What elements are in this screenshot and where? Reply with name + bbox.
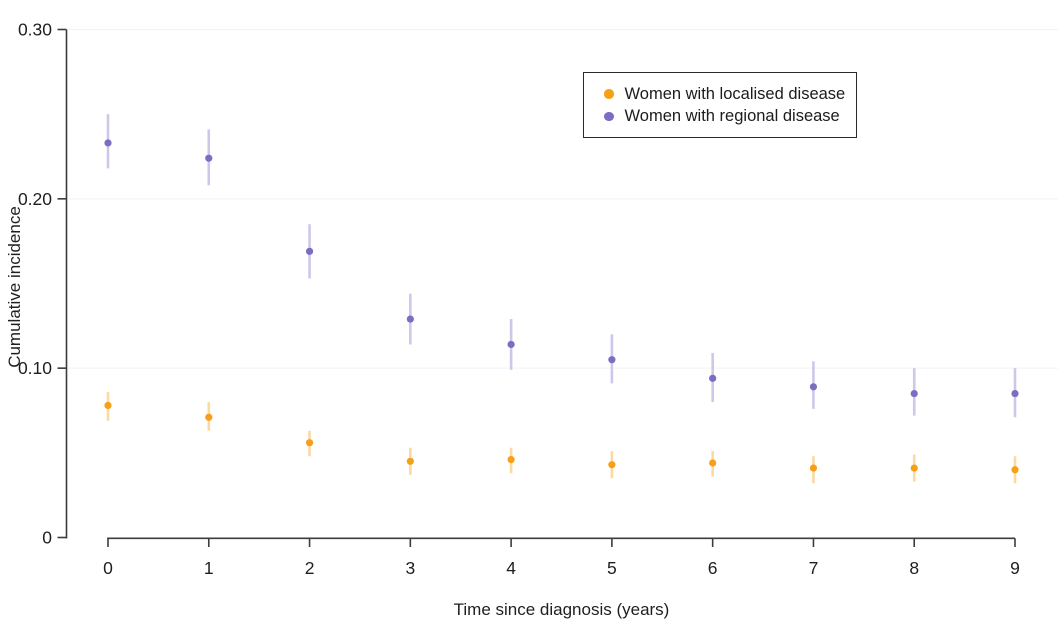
women-with-regional-disease-point (608, 356, 616, 364)
x-tick-label: 0 (103, 558, 113, 578)
women-with-localised-disease-point (608, 461, 616, 469)
women-with-localised-disease-point (507, 456, 515, 464)
legend-label: Women with localised disease (624, 84, 846, 103)
women-with-regional-disease-point (809, 383, 818, 391)
women-with-localised-disease-point (305, 439, 314, 447)
legend-item-women-with-regional-disease: Women with regional disease (604, 108, 856, 125)
x-tick-label: 9 (1010, 558, 1020, 578)
legend: Women with localised disease Women with r… (583, 72, 857, 138)
women-with-localised-disease-point (205, 413, 213, 421)
x-axis-title: Time since diagnosis (years) (453, 600, 670, 619)
y-tick-label: 0.30 (18, 20, 52, 40)
x-tick-label: 1 (204, 558, 214, 578)
x-tick-label: 8 (909, 558, 919, 578)
legend-label: Women with regional disease (624, 107, 840, 125)
y-tick-label: 0 (42, 528, 52, 548)
legend-marker-icon (604, 111, 614, 121)
y-axis-title: Cumulative incidence (5, 206, 24, 368)
women-with-regional-disease-point (104, 139, 112, 147)
x-tick-label: 4 (506, 558, 516, 578)
x-tick-label: 5 (607, 558, 617, 578)
women-with-regional-disease-point (205, 154, 213, 162)
women-with-localised-disease-point (709, 459, 717, 467)
women-with-localised-disease-point (406, 457, 414, 465)
y-tick-label: 0.10 (18, 358, 52, 378)
x-tick-label: 2 (305, 558, 315, 578)
women-with-regional-disease-point (406, 315, 414, 323)
women-with-regional-disease-point (305, 247, 314, 255)
women-with-localised-disease-point (809, 464, 818, 472)
women-with-regional-disease-point (1011, 389, 1019, 398)
women-with-regional-disease-point (910, 389, 918, 398)
women-with-regional-disease-point (709, 374, 717, 382)
x-tick-label: 6 (708, 558, 718, 578)
women-with-localised-disease-point (104, 401, 112, 410)
x-tick-label: 3 (405, 558, 415, 578)
y-tick-label: 0.20 (18, 189, 52, 209)
women-with-localised-disease-point (910, 464, 918, 472)
legend-item-women-with-localised-disease: Women with localised disease (604, 84, 856, 103)
women-with-localised-disease-point (1011, 466, 1019, 474)
legend-marker-icon (604, 89, 614, 99)
x-tick-label: 7 (809, 558, 819, 578)
women-with-regional-disease-point (507, 340, 515, 349)
